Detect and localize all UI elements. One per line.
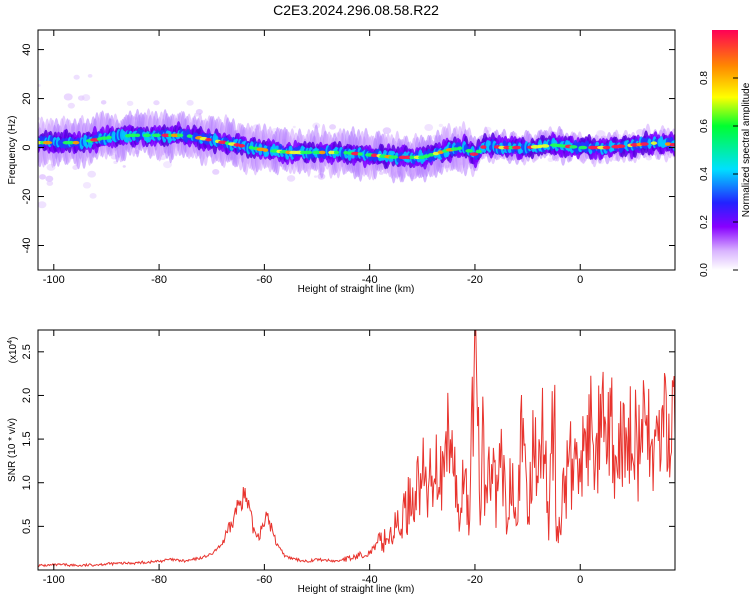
colorbar-gradient bbox=[712, 30, 738, 270]
snr-series-line bbox=[38, 330, 675, 568]
snr-xtick-label: -100 bbox=[43, 574, 65, 586]
snr-panel: -100 -80 -60 -40 -20 0 0.5 1.0 1.5 2.0 2.5 Height … bbox=[7, 329, 676, 595]
spectrogram-xtick-label: -100 bbox=[43, 274, 65, 286]
snr-frame bbox=[37, 329, 676, 571]
spectrogram-ylabel: Frequency (Hz) bbox=[7, 116, 18, 185]
spectrogram-heatmap bbox=[38, 74, 675, 209]
colorbar-tick-label: 0.0 bbox=[699, 263, 710, 277]
colorbar-tick-label: 0.2 bbox=[699, 215, 710, 229]
spectrogram-ytick-label: -40 bbox=[21, 238, 33, 254]
snr-axes: -100 -80 -60 -40 -20 0 0.5 1.0 1.5 2.0 2.5 bbox=[21, 330, 675, 586]
snr-xtick-label: -60 bbox=[256, 574, 272, 586]
spectrogram-xtick-label: -20 bbox=[467, 274, 483, 286]
colorbar-tick-label: 0.6 bbox=[699, 119, 710, 133]
snr-ylabel: SNR (10 * v/v) bbox=[7, 418, 18, 482]
spectrogram-xtick-label: 0 bbox=[577, 274, 583, 286]
snr-xtick-label: -40 bbox=[362, 574, 378, 586]
spectrogram-axes: -100 -80 -60 -40 -20 0 -40 -20 0 20 40 bbox=[21, 30, 675, 286]
figure-title: C2E3.2024.296.08.58.R22 bbox=[273, 2, 439, 18]
snr-xtick-label: -80 bbox=[151, 574, 167, 586]
snr-xlabel: Height of straight line (km) bbox=[298, 584, 415, 595]
snr-xtick-label: 0 bbox=[577, 574, 583, 586]
snr-ytick-label: 1.5 bbox=[21, 431, 33, 446]
spectrogram-frame bbox=[37, 29, 676, 271]
colorbar-ticks: 0.0 0.2 0.4 0.6 0.8 bbox=[699, 71, 738, 277]
snr-ytick-label: 2.5 bbox=[21, 344, 33, 359]
colorbar-label: Normalized spectral amplitude bbox=[741, 82, 750, 217]
spectrogram-ytick-label: 20 bbox=[21, 92, 33, 104]
snr-scale-note: (x104) bbox=[7, 337, 19, 364]
snr-ytick-label: 0.5 bbox=[21, 519, 33, 534]
spectrogram-xlabel: Height of straight line (km) bbox=[298, 284, 415, 295]
spectrogram-ytick-label: 40 bbox=[21, 43, 33, 55]
spectrogram-xtick-label: -40 bbox=[362, 274, 378, 286]
spectrogram-ytick-label: 0 bbox=[21, 144, 33, 150]
spectrogram-panel: -100 -80 -60 -40 -20 0 -40 -20 0 20 40 Height of s… bbox=[7, 29, 676, 295]
snr-ytick-label: 2.0 bbox=[21, 388, 33, 403]
colorbar-tick-label: 0.4 bbox=[699, 167, 710, 181]
colorbar: 0.0 0.2 0.4 0.6 0.8 Normalized spectral ampl… bbox=[699, 30, 750, 277]
snr-ytick-label: 1.0 bbox=[21, 475, 33, 490]
spectrogram-xtick-label: -80 bbox=[151, 274, 167, 286]
spectrogram-xtick-label: -60 bbox=[256, 274, 272, 286]
snr-xtick-label: -20 bbox=[467, 574, 483, 586]
colorbar-tick-label: 0.8 bbox=[699, 71, 710, 85]
spectrogram-ytick-label: -20 bbox=[21, 189, 33, 205]
